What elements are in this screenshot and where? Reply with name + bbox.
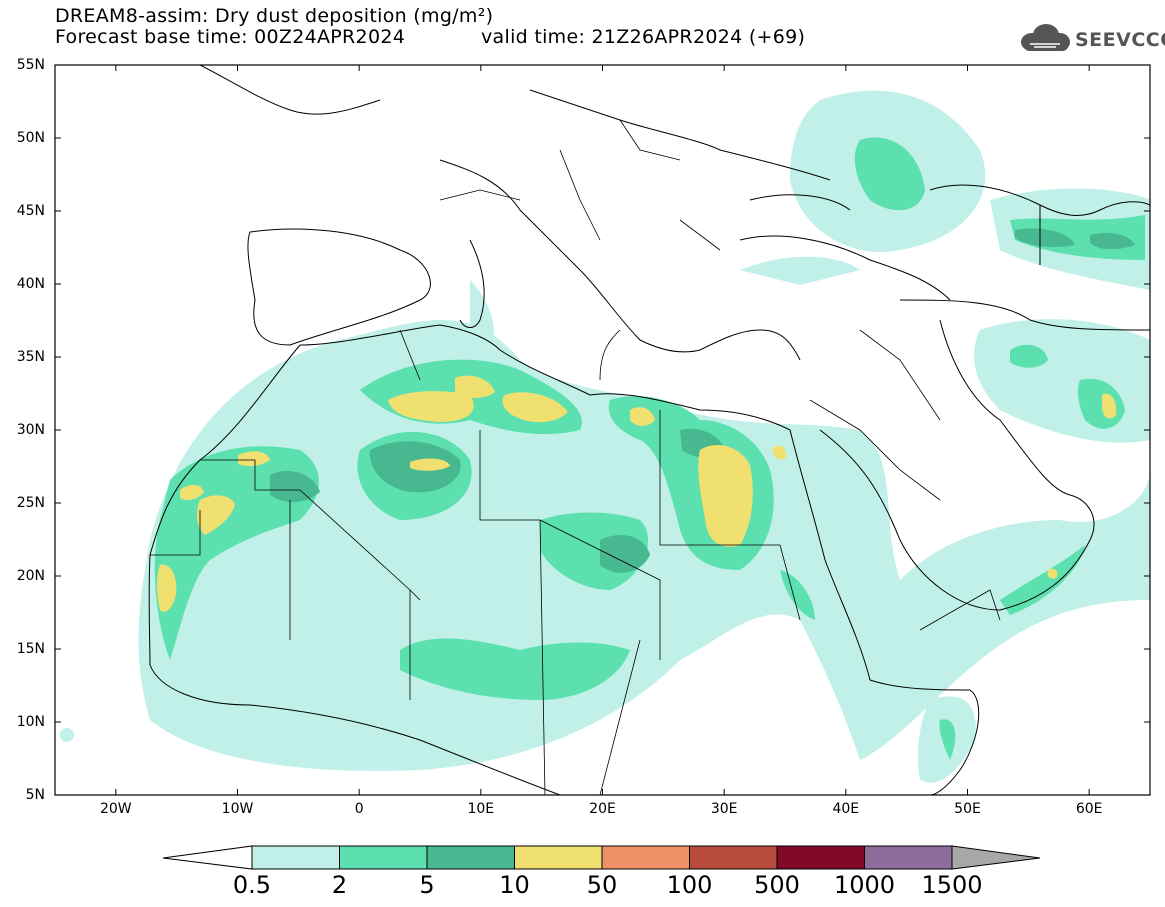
colorbar-swatch bbox=[776, 845, 865, 870]
colorbar-label: 1500 bbox=[921, 871, 983, 899]
colorbar-swatch bbox=[601, 845, 690, 870]
lat-label: 15N bbox=[16, 641, 45, 657]
colorbar-swatch bbox=[251, 845, 340, 870]
colorbar-extend-low bbox=[162, 845, 253, 870]
lat-label: 10N bbox=[16, 714, 45, 730]
lat-label: 30N bbox=[16, 422, 45, 438]
valid-time: valid time: 21Z26APR2024 (+69) bbox=[481, 26, 806, 48]
lat-label: 20N bbox=[16, 568, 45, 584]
colorbar-label: 1000 bbox=[833, 871, 896, 899]
map-title: DREAM8-assim: Dry dust deposition (mg/m²… bbox=[55, 5, 494, 27]
colorbar-label: 2 bbox=[331, 871, 348, 899]
cloud-logo-icon bbox=[1021, 24, 1070, 51]
colorbar-label: 500 bbox=[754, 871, 800, 899]
lon-label: 10W bbox=[221, 801, 254, 817]
lon-label: 10E bbox=[467, 801, 495, 817]
colorbar-label: 5 bbox=[419, 871, 435, 899]
lon-label: 40E bbox=[832, 801, 860, 817]
country-borders bbox=[150, 119, 1001, 795]
colorbar-swatch bbox=[864, 845, 953, 870]
lon-label: 20W bbox=[99, 801, 132, 817]
lon-label: 30E bbox=[710, 801, 738, 817]
coastlines bbox=[148, 65, 1150, 795]
lat-label: 45N bbox=[16, 203, 45, 219]
lon-label: 50E bbox=[954, 801, 981, 817]
colorbar-extend-high bbox=[951, 845, 1041, 870]
lat-label: 55N bbox=[16, 57, 45, 73]
colorbar-label: 100 bbox=[666, 871, 713, 899]
colorbar-swatch bbox=[426, 845, 515, 870]
colorbar bbox=[162, 845, 1041, 870]
lat-label: 40N bbox=[16, 276, 45, 292]
colorbar-swatch bbox=[514, 845, 603, 870]
colorbar-label: 50 bbox=[586, 871, 618, 899]
colorbar-swatch bbox=[689, 845, 778, 870]
lon-label: 60E bbox=[1075, 801, 1103, 817]
dust-field bbox=[60, 90, 1150, 783]
lon-label: 0 bbox=[354, 801, 364, 817]
lon-label: 20E bbox=[589, 801, 616, 817]
lat-label: 5N bbox=[25, 787, 45, 803]
forecast-base-time: Forecast base time: 00Z24APR2024 bbox=[55, 26, 406, 48]
logo-text: SEEVCCC bbox=[1075, 29, 1165, 51]
colorbar-label: 0.5 bbox=[232, 871, 272, 899]
colorbar-swatch bbox=[339, 845, 428, 870]
lat-label: 50N bbox=[16, 130, 45, 146]
colorbar-label: 10 bbox=[499, 871, 530, 899]
axis-ticks bbox=[55, 64, 1150, 796]
lat-label: 25N bbox=[16, 495, 45, 511]
lat-label: 35N bbox=[16, 349, 45, 365]
